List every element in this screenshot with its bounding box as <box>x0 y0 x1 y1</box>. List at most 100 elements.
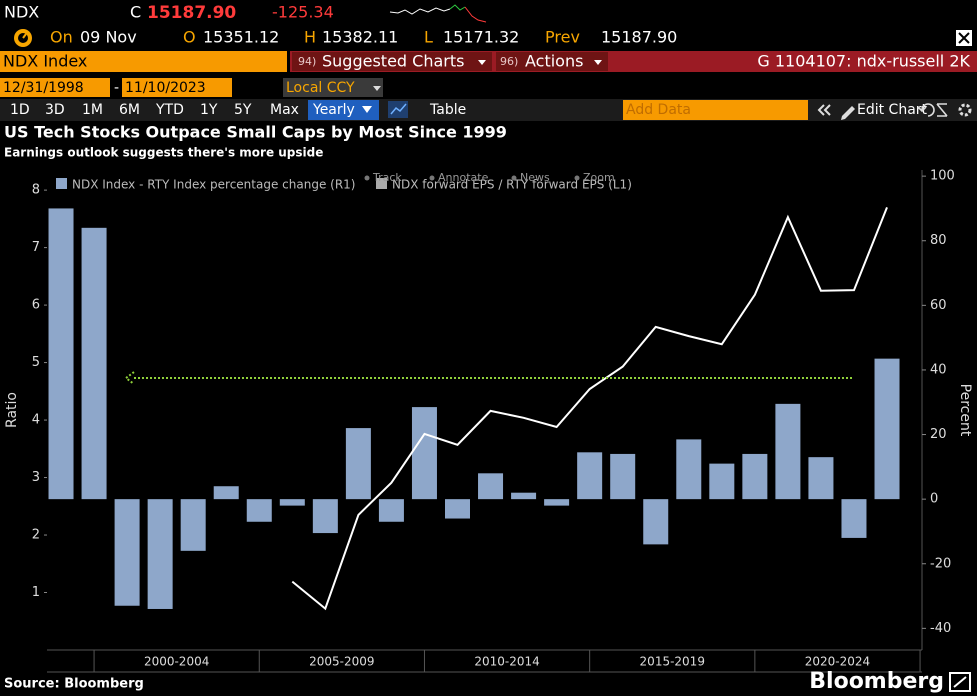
settings-icon[interactable] <box>958 103 972 117</box>
high-label: H <box>304 28 316 47</box>
chart-tool[interactable]: Track <box>372 171 402 184</box>
start-date: 12/31/1998 <box>3 80 84 96</box>
legend-swatch <box>376 178 387 189</box>
bar <box>279 499 305 506</box>
start-date-input[interactable] <box>0 78 110 97</box>
period-button[interactable]: 1Y <box>200 102 218 118</box>
gauge-icon <box>14 29 32 47</box>
period-buttons: 1D 3D 1M 6M YTD 1Y 5Y Max <box>10 102 299 118</box>
y-tick-label: 3 <box>32 470 40 485</box>
y2-tick-label: -20 <box>930 556 951 571</box>
frequency: Yearly <box>312 102 355 118</box>
actions-button[interactable] <box>496 52 608 71</box>
x-group-label: 2005-2009 <box>309 655 374 669</box>
end-date-input[interactable] <box>122 78 232 97</box>
bar <box>147 499 173 609</box>
legend-label: NDX forward EPS / RTY forward EPS (L1) <box>392 178 632 192</box>
x-group-label: 2000-2004 <box>144 655 209 669</box>
source: Source: Bloomberg <box>4 677 144 692</box>
period-button[interactable]: 1M <box>82 102 103 118</box>
chart-type-icon[interactable] <box>388 101 408 118</box>
bar <box>246 499 272 522</box>
chart-subtitle: Earnings outlook suggests there's more u… <box>4 146 323 160</box>
bar <box>312 499 338 534</box>
bar <box>411 407 437 500</box>
legend-swatch <box>56 178 67 189</box>
suggested-button[interactable] <box>292 52 492 71</box>
y-tick-label: 6 <box>32 298 40 313</box>
open: 15351.12 <box>203 28 279 47</box>
bar <box>213 486 239 500</box>
period-button[interactable]: 3D <box>45 102 65 118</box>
bar <box>577 452 603 500</box>
bar <box>676 439 702 500</box>
bar <box>643 499 669 545</box>
line <box>291 207 888 611</box>
bar <box>874 358 900 500</box>
y-tick-label: 7 <box>32 240 40 255</box>
bar <box>114 499 140 606</box>
brand-icon <box>949 672 971 692</box>
y-tick-label: 2 <box>32 528 40 543</box>
chart-tool[interactable]: News <box>520 171 550 184</box>
period-button[interactable]: YTD <box>155 102 184 118</box>
end-date: 11/10/2023 <box>125 80 206 96</box>
x-group-label: 2010-2014 <box>474 655 539 669</box>
prev: 15187.90 <box>601 28 677 47</box>
y-tick-label: 5 <box>32 355 40 370</box>
security-box[interactable] <box>0 51 287 72</box>
add-data: Add Data <box>626 102 691 118</box>
chart-tool-icon <box>511 175 517 181</box>
y2-tick-label: 60 <box>930 298 947 313</box>
suggested-code: 94) <box>298 55 316 68</box>
y2-tick-label: 80 <box>930 233 947 248</box>
security: NDX Index <box>3 52 87 71</box>
bar <box>345 428 371 500</box>
change: -125.34 <box>272 3 334 22</box>
chart-id: G 1104107: ndx-russell 2K <box>757 52 970 71</box>
table-button[interactable]: Table <box>429 102 466 118</box>
chart-tool-icon <box>429 175 435 181</box>
dropdown-arrow <box>594 60 602 65</box>
chart-tool[interactable]: Zoom <box>583 171 615 184</box>
actions: Actions <box>525 52 583 71</box>
bar <box>808 457 834 500</box>
sparkline <box>389 4 487 23</box>
currency-select[interactable] <box>283 78 383 97</box>
on-label: On <box>50 28 73 47</box>
y-tick-label: 4 <box>32 413 40 428</box>
dropdown-arrow <box>478 60 486 65</box>
period-button[interactable]: 6M <box>119 102 140 118</box>
reference-arrowhead <box>124 371 135 385</box>
open-label: O <box>183 28 196 47</box>
dropdown-arrow <box>362 106 372 113</box>
period-button[interactable]: 5Y <box>234 102 252 118</box>
period-button[interactable]: Max <box>270 102 299 118</box>
bar <box>81 227 107 500</box>
bar <box>445 499 470 519</box>
export-icon[interactable] <box>936 103 948 117</box>
y2-tick-label: 20 <box>930 427 947 442</box>
bar <box>378 499 404 522</box>
add-data-input[interactable] <box>623 100 808 120</box>
frequency-select[interactable] <box>308 100 379 120</box>
y2-tick-label: 100 <box>930 169 955 184</box>
period-button[interactable]: 1D <box>10 102 30 118</box>
low-label: L <box>424 28 433 47</box>
collapse-icon[interactable] <box>817 104 831 116</box>
y-axis-title: Ratio <box>4 392 20 428</box>
close: 15187.90 <box>147 3 236 23</box>
ticker: NDX <box>4 3 39 22</box>
bar <box>544 499 570 506</box>
chart-tool[interactable]: Annotate <box>438 171 489 184</box>
x-group-label: 2020-2024 <box>805 655 870 669</box>
plot: 1 2 3 4 5 6 7 8 -40 -20 0 20 40 60 80 100 Ratio Percent 20… <box>4 169 973 673</box>
low: 15171.32 <box>443 28 519 47</box>
close-window[interactable] <box>956 30 972 46</box>
suggested: Suggested Charts <box>322 52 464 71</box>
actions-code: 96) <box>500 55 518 68</box>
undo-icon[interactable] <box>917 103 935 117</box>
brand: Bloomberg <box>809 669 944 694</box>
close-label: C <box>130 3 141 22</box>
edit-chart[interactable]: Edit Chart <box>857 102 928 118</box>
